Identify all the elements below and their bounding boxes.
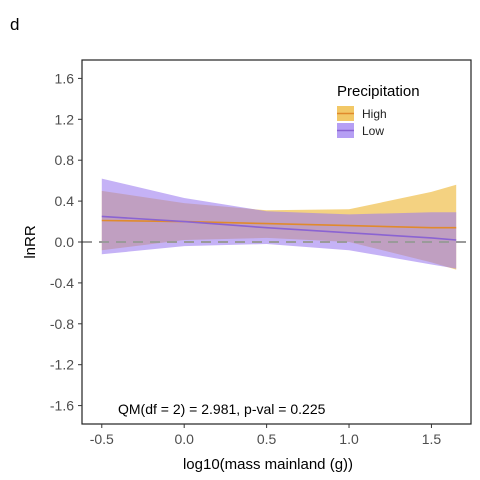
legend-title: Precipitation [337, 83, 420, 100]
y-tick-label: -0.4 [50, 275, 74, 291]
panel-label: d [10, 15, 19, 34]
x-tick-label: 0.5 [257, 431, 277, 447]
x-tick-label: 1.0 [339, 431, 359, 447]
y-tick-label: 1.2 [55, 111, 75, 127]
model-annotation: QM(df = 2) = 2.981, p-val = 0.225 [118, 401, 326, 417]
y-tick-label: -1.2 [50, 357, 74, 373]
y-tick-label: 0.8 [55, 152, 75, 168]
y-tick-label: 1.6 [55, 70, 75, 86]
fit-lines [101, 215, 457, 241]
y-tick-label: 0.0 [55, 234, 75, 250]
x-tick-label: 0.0 [174, 431, 194, 447]
y-axis: 1.6 1.2 0.8 0.4 0.0 -0.4 -0.8 -1.2 -1.6 [50, 70, 82, 414]
y-tick-label: 0.4 [55, 193, 75, 209]
x-axis: -0.5 0.0 0.5 1.0 1.5 [90, 424, 442, 447]
y-axis-label: lnRR [22, 225, 39, 259]
y-tick-label: -1.6 [50, 398, 74, 414]
x-tick-label: -0.5 [90, 431, 114, 447]
x-tick-label: 1.5 [422, 431, 442, 447]
fit-line-low [101, 215, 457, 241]
y-tick-label: -0.8 [50, 316, 74, 332]
legend: Precipitation High Low [337, 83, 420, 138]
x-axis-label: log10(mass mainland (g)) [183, 456, 353, 473]
legend-label-high: High [362, 107, 387, 121]
legend-label-low: Low [362, 124, 384, 138]
